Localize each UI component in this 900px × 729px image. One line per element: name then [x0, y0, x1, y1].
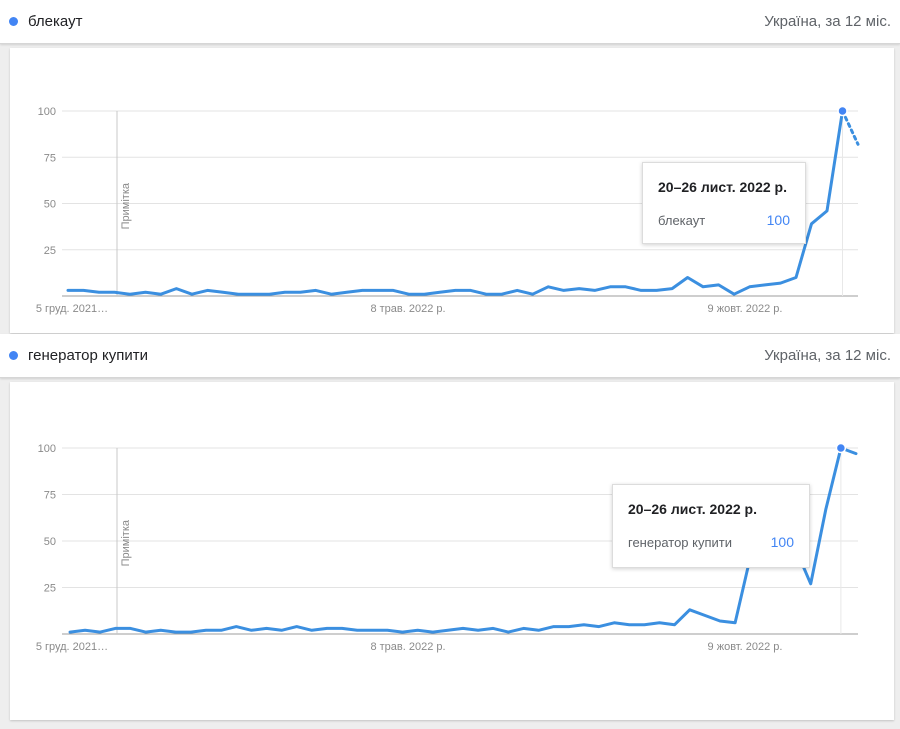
chart-tooltip: 20–26 лист. 2022 р. блекаут 100	[642, 162, 806, 244]
annotation-label[interactable]: Примітка	[120, 519, 132, 566]
panel1-header: блекаут Україна, за 12 міс.	[0, 0, 900, 44]
x-tick-label: 8 трав. 2022 р.	[370, 303, 445, 315]
region-period[interactable]: Україна, за 12 міс.	[764, 13, 891, 30]
chart-tooltip: 20–26 лист. 2022 р. генератор купити 100	[612, 484, 810, 568]
tooltip-term: генератор купити	[628, 535, 732, 550]
tooltip-term: блекаут	[658, 213, 706, 228]
x-tick-label: 9 жовт. 2022 р.	[708, 641, 783, 653]
region-period[interactable]: Україна, за 12 міс.	[764, 347, 891, 364]
series-line-partial	[841, 109, 860, 146]
trend-chart-1[interactable]: 25 50 75 100 Примітка 5 груд. 2021… 8 трав. 20…	[10, 48, 894, 333]
y-tick-label: 100	[38, 443, 56, 455]
trend-chart-card-1: 25 50 75 100 Примітка 5 груд. 2021… 8 трав. 20…	[10, 48, 894, 333]
highlighted-point[interactable]	[835, 442, 847, 454]
tooltip-value: 100	[770, 534, 794, 550]
search-term[interactable]: генератор купити	[28, 347, 148, 364]
panel2-header: генератор купити Україна, за 12 міс.	[0, 334, 900, 378]
series-line[interactable]	[68, 446, 858, 634]
y-tick-label: 100	[38, 106, 56, 118]
annotation-label[interactable]: Примітка	[120, 182, 132, 229]
y-tick-label: 25	[44, 583, 56, 595]
series-line[interactable]	[66, 109, 844, 296]
trend-chart-card-2: 25 50 75 100 Примітка 5 груд. 2021… 8 трав. 20…	[10, 382, 894, 720]
series-color-dot	[9, 351, 18, 360]
y-tick-label: 25	[44, 245, 56, 257]
tooltip-date: 20–26 лист. 2022 р.	[628, 501, 757, 517]
tooltip-date: 20–26 лист. 2022 р.	[658, 179, 787, 195]
y-tick-label: 75	[44, 152, 56, 164]
tooltip-value: 100	[766, 212, 790, 228]
y-tick-label: 75	[44, 490, 56, 502]
series-color-dot	[9, 17, 18, 26]
x-tick-label: 9 жовт. 2022 р.	[708, 303, 783, 315]
search-term[interactable]: блекаут	[28, 13, 83, 30]
x-tick-label: 8 трав. 2022 р.	[370, 641, 445, 653]
y-tick-label: 50	[44, 199, 56, 211]
x-tick-label: 5 груд. 2021…	[36, 641, 108, 653]
x-tick-label: 5 груд. 2021…	[36, 303, 108, 315]
highlighted-point[interactable]	[837, 105, 848, 117]
y-tick-label: 50	[44, 536, 56, 548]
